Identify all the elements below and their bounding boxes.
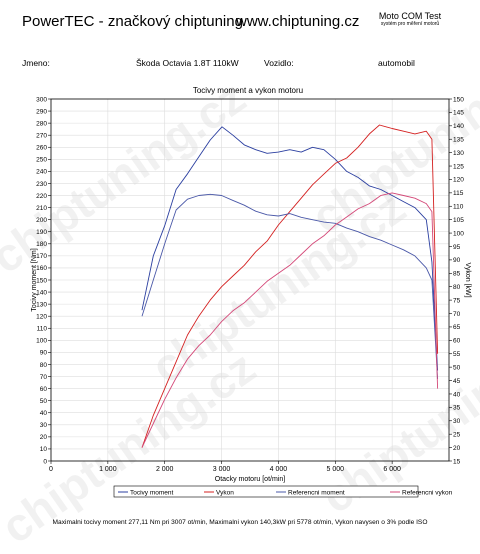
y2-tick-label: 140 [453, 123, 464, 130]
y-tick-label: 260 [36, 145, 47, 152]
y2-tick-label: 95 [453, 244, 461, 251]
x-tick-label: 5 000 [327, 466, 345, 473]
y-tick-label: 270 [36, 133, 47, 140]
footer-note: Maximalni tocivy moment 277,11 Nm pri 30… [52, 519, 428, 526]
y-tick-label: 180 [36, 241, 47, 248]
grid [50, 98, 449, 462]
y-tick-label: 290 [36, 108, 47, 115]
y-tick-label: 110 [37, 326, 48, 333]
y2-tick-label: 80 [453, 284, 461, 291]
series-line-3 [141, 193, 439, 379]
y-tick-label: 210 [36, 205, 47, 212]
y2-tick-label: 110 [453, 204, 464, 211]
y2-tick-label: 150 [453, 96, 464, 103]
y-tick-label: 170 [36, 253, 47, 260]
chart-title: Tocivy moment a vykon motoru [193, 86, 303, 95]
y-tick-label: 230 [36, 181, 47, 188]
x-tick-label: 1 000 [99, 466, 117, 473]
series-lines [141, 124, 439, 448]
y2-axis-label: Vykon [kW] [464, 262, 471, 297]
y-tick-label: 190 [36, 229, 47, 236]
y-tick-label: 130 [36, 301, 47, 308]
y-tick-label: 20 [40, 434, 48, 441]
y2-tick-label: 105 [453, 217, 464, 224]
y2-tick-label: 15 [453, 458, 461, 465]
y2-tick-label: 125 [453, 163, 464, 170]
y2-tick-label: 120 [453, 177, 464, 184]
legend-box [113, 485, 419, 498]
vehicle-type: automobil [378, 58, 415, 68]
x-tick-label: 0 [49, 466, 53, 473]
y-tick-label: 60 [40, 386, 48, 393]
y-tick-label: 250 [36, 157, 47, 164]
legend-label: Referencni moment [288, 490, 345, 497]
car-name: Škoda Octavia 1.8T 110kW [136, 58, 239, 68]
moto-com-logo: Moto COM Test systém pro měření motorů [374, 11, 446, 28]
series-line-4 [141, 192, 439, 448]
y2-tick-label: 40 [453, 391, 461, 398]
y2-tick-label: 100 [453, 230, 464, 237]
y-tick-label: 300 [36, 96, 47, 103]
y2-tick-label: 50 [453, 364, 461, 371]
website-url: www.chiptuning.cz [236, 13, 360, 30]
y-tick-label: 30 [40, 422, 48, 429]
y-tick-label: 240 [36, 169, 47, 176]
x-tick-label: 4 000 [270, 466, 288, 473]
y-tick-label: 0 [43, 458, 47, 465]
legend-label: Vykon [216, 490, 234, 497]
y2-tick-label: 115 [453, 190, 464, 197]
y2-tick-label: 70 [453, 311, 461, 318]
axis-ticks: 0 1 000 2 000 3 000 4 000 5 000 6 000 0 10 20 30 40… [36, 96, 464, 473]
logo-subtitle: systém pro měření motorů [380, 21, 440, 27]
y2-tick-label: 20 [453, 445, 461, 452]
y-tick-label: 200 [36, 217, 47, 224]
legend: Tocivy moment Vykon Referencni moment Refer… [113, 485, 453, 498]
y-axis-label: Tocivy moment [Nm] [31, 248, 38, 311]
legend-label: Tocivy moment [130, 490, 174, 497]
y2-tick-label: 75 [453, 297, 461, 304]
logo-name: Moto COM Test [378, 11, 442, 21]
brand-title: PowerTEC - značkový chiptuning [22, 13, 243, 30]
y2-tick-label: 90 [453, 257, 461, 264]
y-tick-label: 150 [36, 277, 47, 284]
y-tick-label: 80 [40, 362, 48, 369]
y2-tick-label: 35 [453, 405, 461, 412]
y2-tick-label: 55 [453, 351, 461, 358]
y-tick-label: 90 [40, 350, 48, 357]
y2-tick-label: 85 [453, 271, 461, 278]
y2-tick-label: 65 [453, 324, 461, 331]
name-label: Jmeno: [22, 58, 50, 68]
y-tick-label: 50 [40, 398, 48, 405]
vehicle-label: Vozidlo: [264, 58, 294, 68]
y2-tick-label: 135 [453, 137, 464, 144]
x-tick-label: 3 000 [213, 466, 231, 473]
dyno-chart: Tocivy moment a vykon motoru 0 1 000 2 000… [31, 86, 471, 498]
series-line-2 [141, 124, 439, 448]
y-tick-label: 70 [40, 374, 48, 381]
legend-label: Referencni vykon [402, 490, 453, 497]
y-tick-label: 280 [36, 120, 47, 127]
y-tick-label: 160 [36, 265, 47, 272]
y2-tick-label: 45 [453, 378, 461, 385]
y-tick-label: 120 [36, 314, 47, 321]
x-tick-label: 2 000 [156, 466, 174, 473]
y2-tick-label: 30 [453, 418, 461, 425]
series-line-1 [141, 126, 439, 371]
y2-tick-label: 145 [453, 110, 464, 117]
y2-tick-label: 130 [453, 150, 464, 157]
y-tick-label: 140 [36, 289, 47, 296]
y-tick-label: 10 [40, 446, 48, 453]
y2-tick-label: 60 [453, 338, 461, 345]
y-tick-label: 40 [40, 410, 48, 417]
y-tick-label: 100 [36, 338, 47, 345]
x-tick-label: 6 000 [383, 466, 401, 473]
x-axis-label: Otacky motoru [ot/min] [215, 476, 285, 483]
y-tick-label: 220 [36, 193, 47, 200]
y2-tick-label: 25 [453, 431, 461, 438]
